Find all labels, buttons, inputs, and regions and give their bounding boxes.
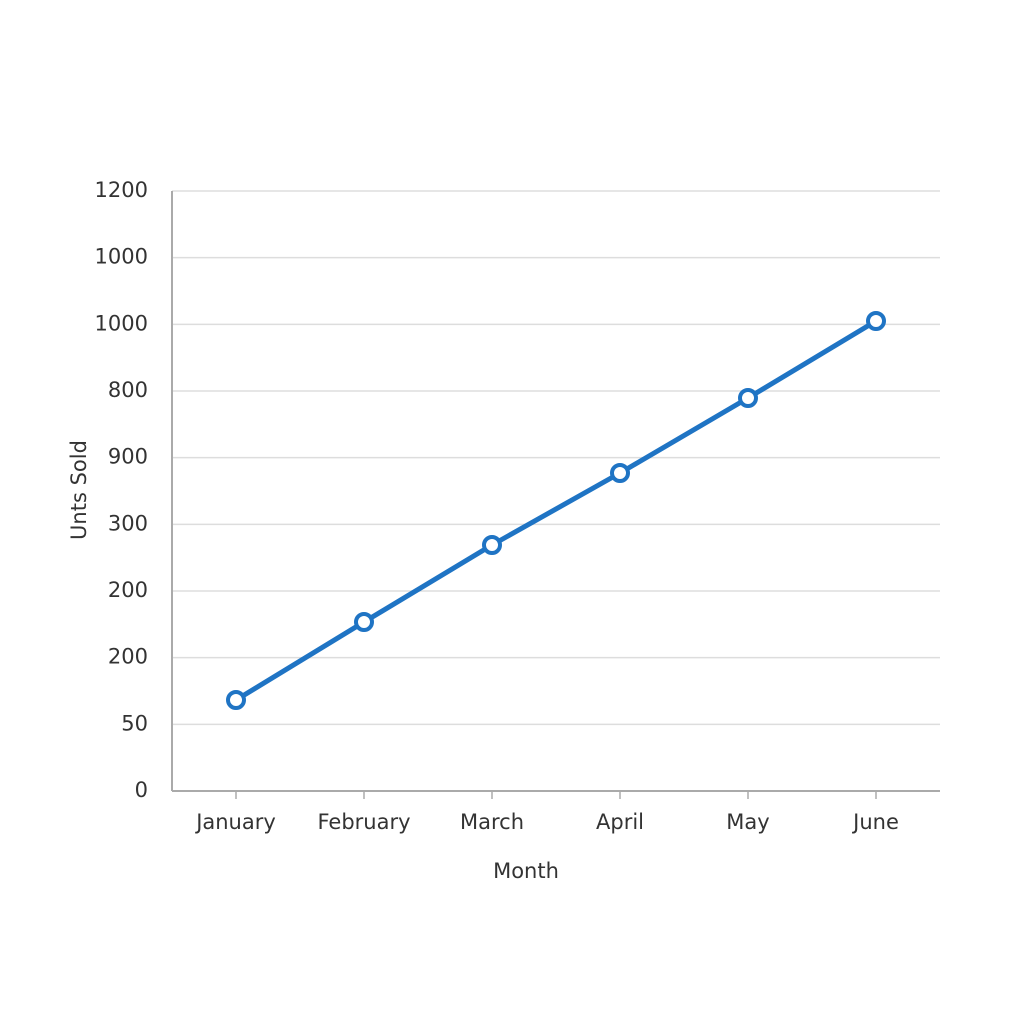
y-tick-label: 900 bbox=[108, 445, 148, 469]
marker bbox=[482, 535, 502, 555]
y-tick-label: 200 bbox=[108, 645, 148, 669]
x-tick-label: January bbox=[194, 810, 276, 834]
marker bbox=[226, 690, 246, 710]
x-tick-label: February bbox=[317, 810, 410, 834]
x-axis-title: Month bbox=[493, 859, 559, 883]
x-tick-label: April bbox=[596, 810, 644, 834]
x-tick-label: May bbox=[726, 810, 769, 834]
x-tick-label: March bbox=[460, 810, 524, 834]
line bbox=[234, 318, 878, 703]
marker bbox=[610, 463, 630, 483]
y-axis-title: Unts Sold bbox=[67, 440, 91, 540]
y-tick-label: 1000 bbox=[95, 311, 148, 335]
marker bbox=[738, 388, 758, 408]
y-tick-label: 800 bbox=[108, 378, 148, 402]
y-tick-label: 200 bbox=[108, 578, 148, 602]
marker bbox=[866, 311, 886, 331]
y-tick-label: 50 bbox=[121, 711, 148, 735]
x-tick-label: June bbox=[851, 810, 899, 834]
marker bbox=[354, 612, 374, 632]
y-tick-label: 300 bbox=[108, 511, 148, 535]
y-tick-label: 1200 bbox=[95, 178, 148, 202]
y-tick-label: 1000 bbox=[95, 245, 148, 269]
y-tick-label: 0 bbox=[135, 778, 148, 802]
